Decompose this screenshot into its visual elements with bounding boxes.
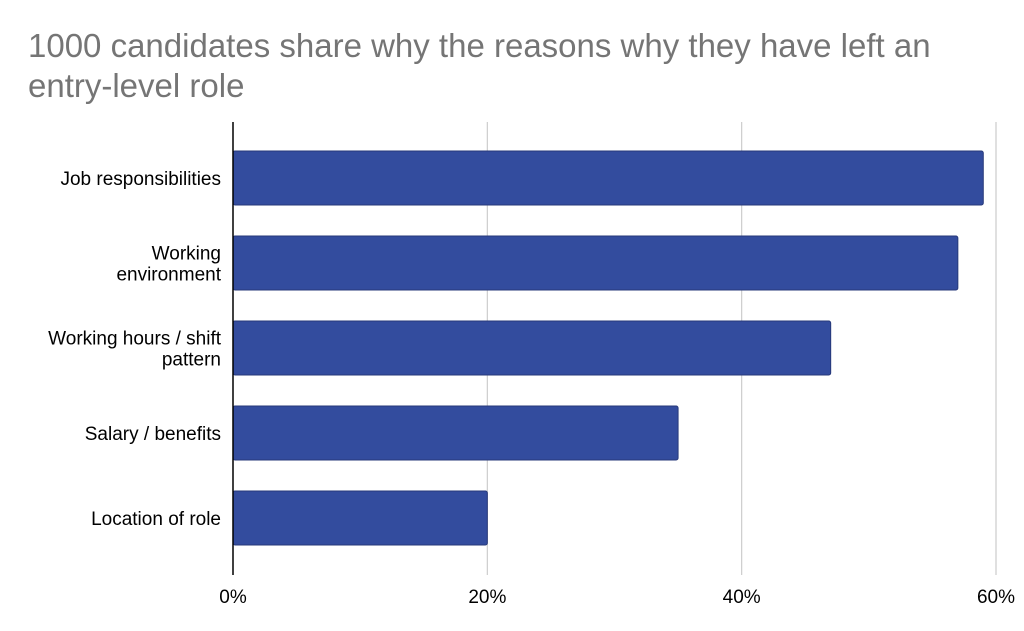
- bar: [232, 235, 959, 291]
- category-label-line: Location of role: [91, 509, 221, 530]
- bar: [232, 320, 832, 376]
- bars: [232, 150, 984, 546]
- category-label: Salary / benefits: [85, 424, 221, 445]
- x-tick-label: 20%: [468, 587, 506, 608]
- bar: [232, 405, 679, 461]
- category-label: Job responsibilities: [60, 169, 221, 190]
- x-tick-label: 60%: [977, 587, 1015, 608]
- category-label: Working hours / shift pattern: [48, 329, 222, 371]
- category-label: Location of role: [91, 509, 221, 530]
- category-label-line: Salary / benefits: [85, 424, 221, 445]
- x-tick-label: 40%: [723, 587, 761, 608]
- category-label-line: environment: [116, 265, 221, 286]
- x-tick-label: 0%: [219, 587, 247, 608]
- category-label-line: Working hours / shift: [48, 329, 222, 350]
- category-label-line: pattern: [162, 350, 221, 371]
- x-tick-labels: 0% 20% 40% 60%: [219, 587, 1015, 608]
- bar: [232, 150, 984, 206]
- category-label-line: Working: [152, 244, 221, 265]
- category-label-line: Job responsibilities: [60, 169, 221, 190]
- chart-title: 1000 candidates share why the reasons wh…: [28, 27, 931, 104]
- bar: [232, 490, 488, 546]
- category-label: Working environment: [116, 244, 221, 286]
